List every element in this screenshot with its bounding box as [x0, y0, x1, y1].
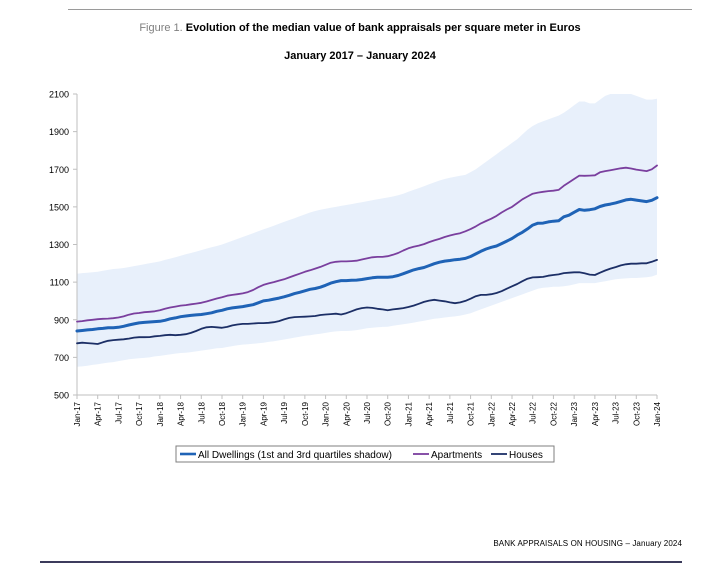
y-tick-label: 1700: [49, 165, 69, 175]
y-tick-label: 1100: [50, 278, 69, 288]
x-tick-label: Jan-23: [570, 401, 579, 426]
x-tick-label: Oct-21: [467, 401, 476, 426]
x-tick-label: Oct-19: [301, 401, 310, 426]
y-tick-label: 900: [54, 315, 69, 325]
y-tick-label: 1500: [49, 202, 69, 212]
x-tick-label: Jul-18: [197, 401, 206, 423]
legend-houses-label: Houses: [509, 450, 543, 461]
y-tick-label: 500: [54, 391, 69, 401]
figure-subtitle: January 2017 – January 2024: [0, 50, 720, 62]
x-tick-label: Oct-22: [549, 401, 558, 426]
y-tick-label: 700: [54, 353, 69, 363]
x-tick-label: Jan-18: [156, 401, 165, 426]
figure-title-text: Evolution of the median value of bank ap…: [185, 22, 581, 34]
x-tick-label: Oct-20: [384, 401, 393, 426]
x-tick-label: Jan-22: [487, 401, 496, 426]
x-tick-label: Apr-20: [342, 401, 351, 426]
x-tick-label: Apr-17: [94, 401, 103, 426]
x-tick-label: Oct-18: [218, 401, 227, 426]
x-tick-label: Apr-18: [177, 401, 186, 426]
x-tick-label: Jul-19: [280, 401, 289, 423]
x-tick-label: Jul-22: [529, 401, 538, 423]
x-tick-label: Oct-17: [135, 401, 144, 426]
figure-subtitle-text: January 2017 – January 2024: [284, 50, 436, 62]
x-tick-label: Jul-20: [363, 401, 372, 423]
x-tick-label: Apr-23: [591, 401, 600, 426]
legend-apartments-label: Apartments: [431, 450, 482, 461]
footer-text: BANK APPRAISALS ON HOUSING – January 202…: [493, 539, 682, 548]
x-tick-label: Apr-22: [508, 401, 517, 426]
x-tick-label: Jan-19: [239, 401, 248, 426]
x-tick-label: Jan-17: [73, 401, 82, 426]
x-tick-label: Oct-23: [632, 401, 641, 426]
x-tick-label: Jan-20: [322, 401, 331, 426]
x-tick-label: Jul-23: [612, 401, 621, 423]
y-tick-label: 2100: [49, 90, 69, 100]
quartile-band: [77, 94, 657, 367]
x-tick-label: Apr-19: [259, 401, 268, 426]
x-tick-label: Apr-21: [425, 401, 434, 426]
x-tick-label: Jul-21: [446, 401, 455, 423]
figure-prefix: Figure 1.: [139, 22, 183, 34]
x-tick-label: Jan-24: [653, 401, 662, 426]
legend-all-dwellings-label: All Dwellings (1st and 3rd quartiles sha…: [198, 450, 392, 461]
y-tick-label: 1900: [49, 127, 69, 137]
houses-line: [76, 259, 658, 345]
x-tick-label: Jan-21: [404, 401, 413, 426]
top-rule: [68, 9, 692, 10]
bottom-rule: [40, 561, 682, 563]
figure-title: Figure 1. Evolution of the median value …: [0, 22, 720, 34]
x-tick-label: Jul-17: [114, 401, 123, 423]
apartments-line: [76, 164, 658, 323]
y-tick-label: 1300: [49, 240, 69, 250]
legend-box: [175, 445, 555, 463]
all-dwellings-line: [75, 196, 659, 333]
